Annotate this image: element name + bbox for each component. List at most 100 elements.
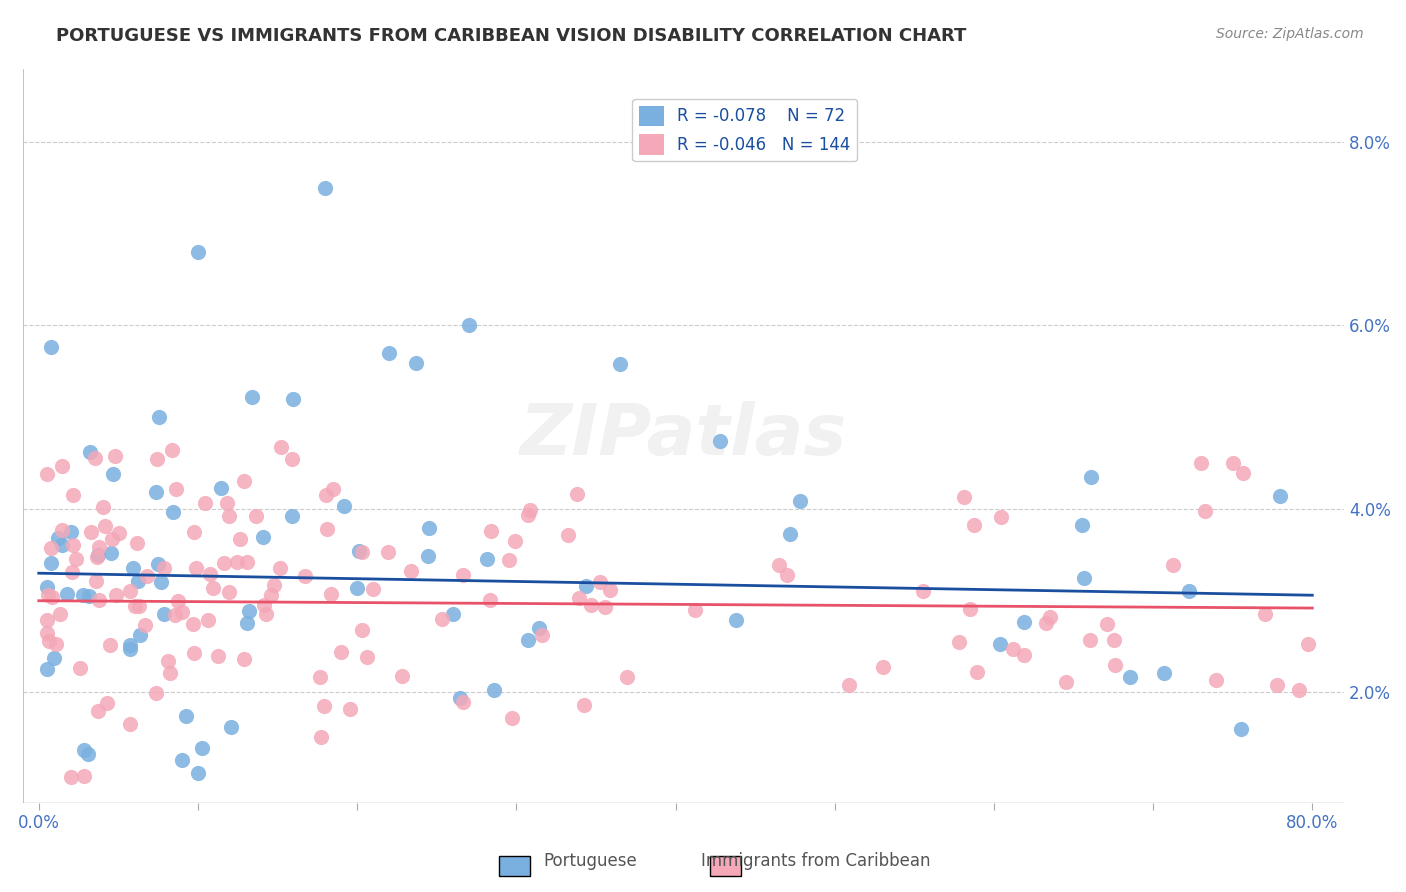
Immigrants from Caribbean (35, 625, 58, 640)
Immigrants from Caribbean (1104, 633, 1126, 648)
Immigrants from Caribbean (198, 566, 221, 581)
Immigrants from Caribbean (87, 704, 110, 718)
Immigrants from Caribbean (872, 659, 894, 673)
Immigrants from Caribbean (568, 591, 591, 606)
Portuguese (418, 520, 440, 534)
Immigrants from Caribbean (165, 607, 187, 622)
Immigrants from Caribbean (1054, 674, 1077, 689)
Portuguese (1177, 584, 1199, 599)
Immigrants from Caribbean (51, 459, 73, 474)
Portuguese (1119, 670, 1142, 684)
Immigrants from Caribbean (1205, 673, 1227, 687)
Portuguese (56, 587, 79, 601)
Immigrants from Caribbean (134, 618, 156, 632)
Portuguese (1230, 722, 1253, 736)
Immigrants from Caribbean (160, 442, 183, 457)
Portuguese (789, 494, 811, 508)
Immigrants from Caribbean (98, 638, 121, 652)
Immigrants from Caribbean (990, 509, 1012, 524)
Portuguese (405, 356, 427, 370)
Immigrants from Caribbean (768, 558, 790, 573)
Portuguese (148, 409, 170, 424)
Immigrants from Caribbean (479, 593, 502, 607)
Portuguese (457, 318, 479, 333)
Immigrants from Caribbean (101, 533, 124, 547)
Immigrants from Caribbean (135, 568, 157, 582)
Immigrants from Caribbean (294, 569, 316, 583)
Immigrants from Caribbean (350, 623, 373, 637)
Portuguese (240, 390, 263, 404)
Legend: R = -0.078    N = 72, R = -0.046   N = 144: R = -0.078 N = 72, R = -0.046 N = 144 (633, 99, 858, 161)
Immigrants from Caribbean (146, 451, 169, 466)
Immigrants from Caribbean (183, 646, 205, 660)
Immigrants from Caribbean (517, 508, 540, 523)
Immigrants from Caribbean (1104, 658, 1126, 673)
Portuguese (187, 245, 209, 260)
Immigrants from Caribbean (201, 581, 224, 595)
Immigrants from Caribbean (838, 678, 860, 692)
Portuguese (101, 467, 124, 481)
Immigrants from Caribbean (49, 607, 72, 622)
Immigrants from Caribbean (1189, 456, 1212, 470)
Immigrants from Caribbean (215, 496, 238, 510)
Immigrants from Caribbean (530, 627, 553, 641)
Immigrants from Caribbean (35, 467, 58, 481)
Portuguese (609, 357, 631, 371)
Immigrants from Caribbean (73, 769, 96, 783)
Immigrants from Caribbean (1254, 607, 1277, 622)
Immigrants from Caribbean (37, 588, 59, 602)
Immigrants from Caribbean (1002, 641, 1025, 656)
Immigrants from Caribbean (60, 565, 83, 579)
Immigrants from Caribbean (319, 587, 342, 601)
Immigrants from Caribbean (1265, 678, 1288, 692)
Immigrants from Caribbean (953, 490, 976, 504)
Portuguese (170, 753, 193, 767)
Immigrants from Caribbean (65, 552, 87, 566)
Portuguese (1071, 518, 1094, 533)
Portuguese (238, 604, 260, 618)
Portuguese (79, 444, 101, 458)
Immigrants from Caribbean (153, 561, 176, 575)
Immigrants from Caribbean (124, 599, 146, 613)
Portuguese (516, 632, 538, 647)
Portuguese (120, 642, 142, 657)
Portuguese (190, 741, 212, 756)
Immigrants from Caribbean (1012, 648, 1035, 662)
Immigrants from Caribbean (599, 583, 621, 598)
Immigrants from Caribbean (377, 545, 399, 559)
Immigrants from Caribbean (35, 613, 58, 627)
Portuguese (575, 579, 598, 593)
Portuguese (51, 538, 73, 552)
Immigrants from Caribbean (252, 599, 274, 613)
Portuguese (44, 651, 66, 665)
Immigrants from Caribbean (125, 536, 148, 550)
Portuguese (162, 505, 184, 519)
Immigrants from Caribbean (194, 496, 217, 510)
Immigrants from Caribbean (218, 585, 240, 599)
Portuguese (988, 637, 1011, 651)
Portuguese (1080, 469, 1102, 483)
Immigrants from Caribbean (145, 686, 167, 700)
Immigrants from Caribbean (157, 654, 180, 668)
Immigrants from Caribbean (104, 588, 127, 602)
Portuguese (76, 747, 98, 761)
Immigrants from Caribbean (356, 650, 378, 665)
Portuguese (146, 557, 169, 571)
Immigrants from Caribbean (84, 451, 107, 466)
Immigrants from Caribbean (503, 534, 526, 549)
Immigrants from Caribbean (451, 568, 474, 582)
Text: Portuguese: Portuguese (544, 852, 637, 870)
Immigrants from Caribbean (87, 541, 110, 555)
Immigrants from Caribbean (911, 584, 934, 599)
FancyBboxPatch shape (499, 856, 530, 876)
Immigrants from Caribbean (1163, 558, 1185, 572)
Portuguese (283, 392, 305, 406)
Immigrants from Caribbean (1222, 456, 1244, 470)
Immigrants from Caribbean (322, 482, 344, 496)
Immigrants from Caribbean (281, 451, 304, 466)
Portuguese (209, 481, 232, 495)
Immigrants from Caribbean (391, 669, 413, 683)
Immigrants from Caribbean (44, 637, 66, 651)
Immigrants from Caribbean (270, 440, 292, 454)
Portuguese (1153, 666, 1175, 681)
